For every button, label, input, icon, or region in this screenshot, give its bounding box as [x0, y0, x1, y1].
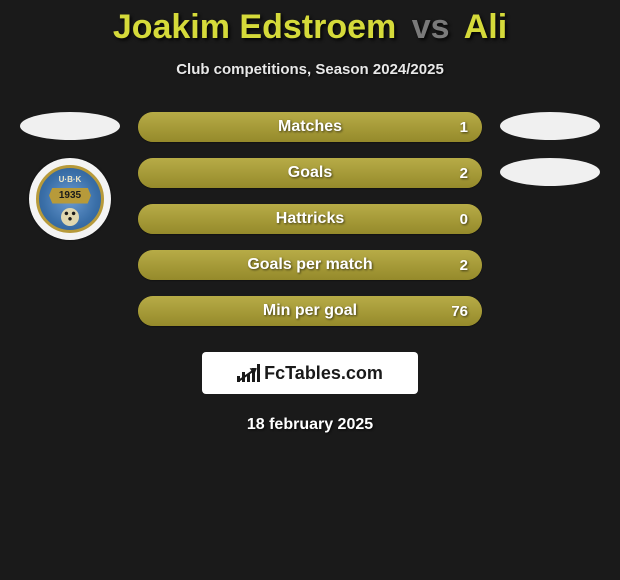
root: Joakim Edstroem vs Ali Club competitions…	[0, 0, 620, 434]
crest-initials: U·B·K	[59, 175, 82, 184]
date-label: 18 february 2025	[247, 416, 373, 434]
right-column	[500, 112, 600, 186]
stat-label: Hattricks	[276, 210, 344, 228]
crest-year-banner: 1935	[49, 188, 91, 204]
player1-name: Joakim Edstroem	[113, 8, 396, 46]
stat-row: Goals per match 2	[138, 250, 482, 280]
fctables-logo[interactable]: FcTables.com	[202, 352, 418, 394]
stats-column: Matches 1 Goals 2 Hattricks 0 Goals per match 2…	[138, 112, 482, 326]
logo-chart-icon	[237, 364, 258, 382]
main-row: U·B·K 1935 Matches 1 Goals 2 Hattricks 0 Goals…	[0, 112, 620, 326]
stat-right-value: 2	[442, 165, 482, 182]
player1-avatar-placeholder	[20, 112, 120, 140]
player2-avatar-placeholder	[500, 112, 600, 140]
page-title: Joakim Edstroem vs Ali	[113, 8, 507, 47]
title-vs: vs	[412, 8, 450, 46]
club-crest-inner: U·B·K 1935	[36, 165, 104, 233]
stat-right-value: 76	[442, 303, 482, 320]
stat-right-value: 0	[442, 211, 482, 228]
stat-label: Matches	[278, 118, 342, 136]
subtitle: Club competitions, Season 2024/2025	[176, 61, 444, 78]
stat-row: Matches 1	[138, 112, 482, 142]
logo-text: FcTables.com	[264, 363, 383, 384]
stat-right-value: 2	[442, 257, 482, 274]
stat-row: Hattricks 0	[138, 204, 482, 234]
player2-club-placeholder	[500, 158, 600, 186]
player2-name: Ali	[464, 8, 507, 46]
stat-row: Min per goal 76	[138, 296, 482, 326]
stat-label: Goals	[288, 164, 332, 182]
left-column: U·B·K 1935	[20, 112, 120, 240]
club-crest: U·B·K 1935	[29, 158, 111, 240]
crest-ball-icon	[61, 208, 79, 226]
stat-row: Goals 2	[138, 158, 482, 188]
stat-label: Goals per match	[247, 256, 372, 274]
stat-label: Min per goal	[263, 302, 357, 320]
stat-right-value: 1	[442, 119, 482, 136]
